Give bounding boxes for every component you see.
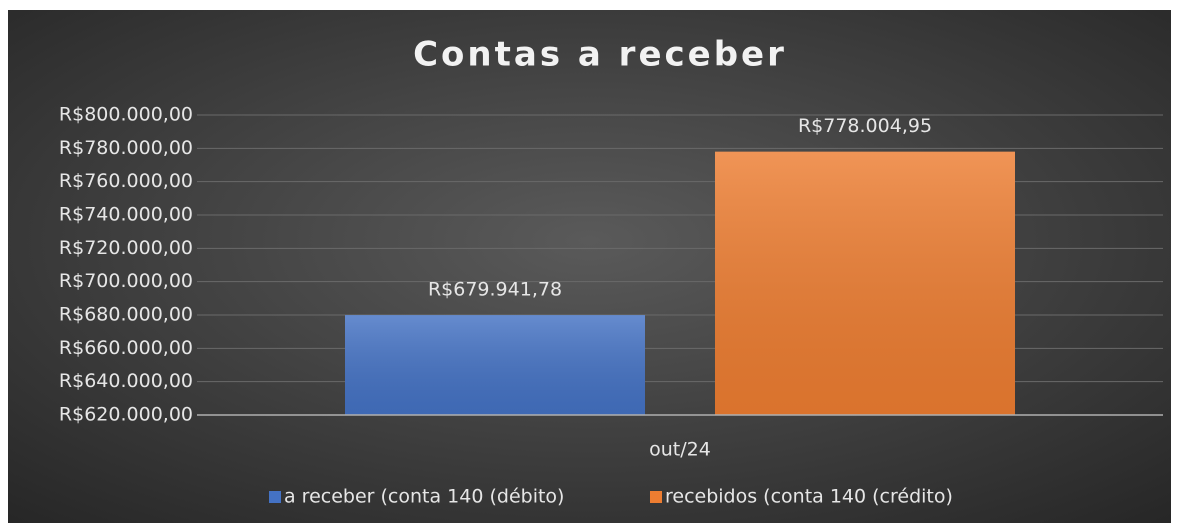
x-tick-label: out/24 bbox=[649, 439, 711, 461]
y-tick-label: R$620.000,00 bbox=[59, 404, 193, 426]
legend-label: recebidos (conta 140 (crédito) bbox=[665, 486, 953, 508]
chart-title: Contas a receber bbox=[413, 35, 787, 75]
y-tick-label: R$780.000,00 bbox=[59, 137, 193, 159]
y-tick-label: R$800.000,00 bbox=[59, 104, 193, 126]
y-tick-label: R$700.000,00 bbox=[59, 270, 193, 292]
y-tick-label: R$680.000,00 bbox=[59, 304, 193, 326]
bar bbox=[345, 315, 645, 415]
value-label: R$679.941,78 bbox=[428, 279, 562, 301]
y-tick-label: R$640.000,00 bbox=[59, 370, 193, 392]
bar bbox=[715, 151, 1015, 415]
legend-label: a receber (conta 140 (débito) bbox=[284, 486, 564, 508]
y-tick-label: R$760.000,00 bbox=[59, 170, 193, 192]
y-tick-label: R$720.000,00 bbox=[59, 237, 193, 259]
value-label: R$778.004,95 bbox=[798, 115, 932, 137]
legend-swatch bbox=[269, 491, 281, 503]
legend-swatch bbox=[650, 491, 662, 503]
y-tick-label: R$660.000,00 bbox=[59, 337, 193, 359]
y-tick-label: R$740.000,00 bbox=[59, 204, 193, 226]
